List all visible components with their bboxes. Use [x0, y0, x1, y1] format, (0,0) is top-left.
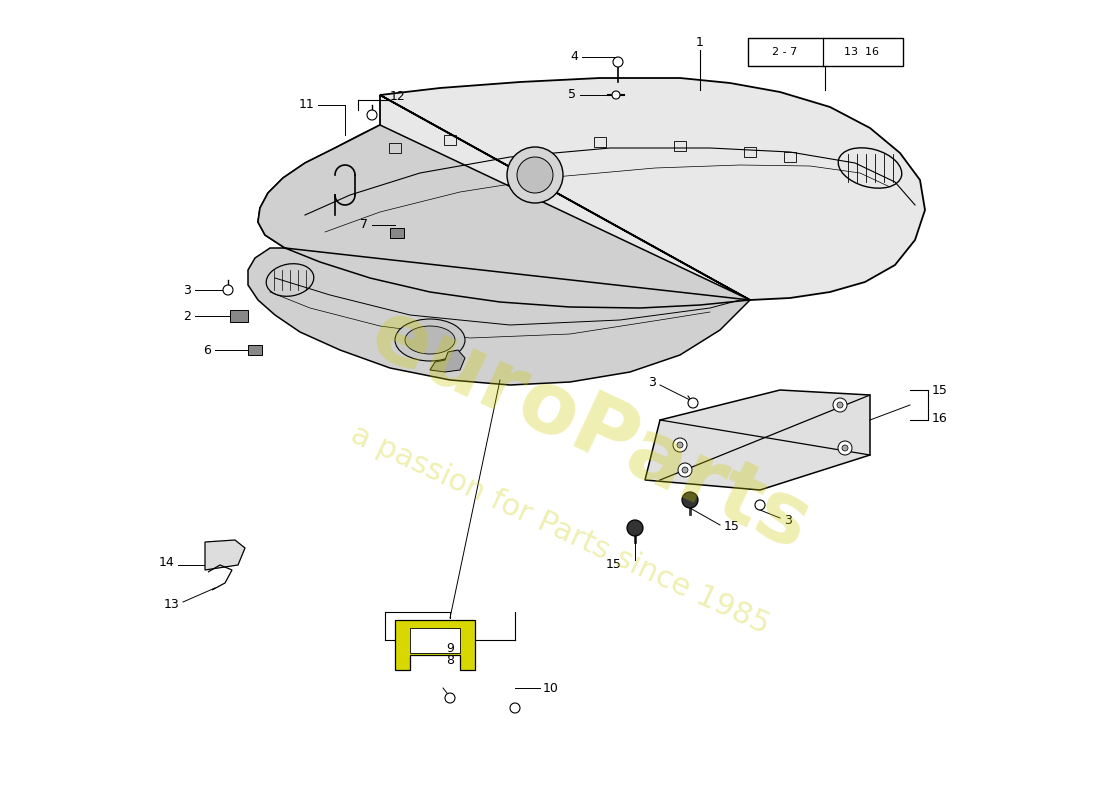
- Bar: [674, 141, 686, 151]
- Text: 4: 4: [570, 50, 578, 63]
- Circle shape: [507, 147, 563, 203]
- Text: 8: 8: [446, 654, 454, 666]
- Polygon shape: [430, 350, 465, 372]
- Circle shape: [688, 398, 698, 408]
- Circle shape: [755, 500, 764, 510]
- Circle shape: [842, 445, 848, 451]
- Bar: [230, 310, 248, 322]
- Circle shape: [517, 157, 553, 193]
- Text: a passion for Parts since 1985: a passion for Parts since 1985: [346, 420, 774, 640]
- Polygon shape: [645, 390, 870, 490]
- Circle shape: [837, 402, 843, 408]
- Text: 3: 3: [648, 375, 656, 389]
- Circle shape: [678, 463, 692, 477]
- Text: 2 - 7: 2 - 7: [772, 47, 798, 57]
- Circle shape: [682, 467, 688, 473]
- Bar: [744, 147, 756, 157]
- Circle shape: [612, 91, 620, 99]
- Bar: [594, 137, 606, 147]
- Polygon shape: [205, 540, 245, 570]
- Circle shape: [446, 693, 455, 703]
- Text: 3: 3: [183, 283, 191, 297]
- Text: 14: 14: [158, 555, 174, 569]
- Text: 12: 12: [390, 90, 406, 103]
- Text: 13: 13: [163, 598, 179, 611]
- Circle shape: [367, 110, 377, 120]
- Circle shape: [223, 285, 233, 295]
- Text: 3: 3: [784, 514, 792, 526]
- Circle shape: [673, 438, 688, 452]
- Text: 15: 15: [724, 521, 740, 534]
- Polygon shape: [248, 125, 750, 385]
- Ellipse shape: [405, 326, 455, 354]
- Text: 15: 15: [932, 383, 948, 397]
- Text: 13  16: 13 16: [844, 47, 879, 57]
- Circle shape: [833, 398, 847, 412]
- Text: 7: 7: [360, 218, 368, 231]
- Polygon shape: [258, 78, 925, 308]
- Bar: [390, 228, 404, 238]
- Circle shape: [627, 520, 644, 536]
- Circle shape: [510, 703, 520, 713]
- Bar: [389, 143, 402, 153]
- Text: 5: 5: [568, 89, 576, 102]
- Text: 16: 16: [932, 411, 948, 425]
- Circle shape: [838, 441, 853, 455]
- Circle shape: [676, 442, 683, 448]
- Text: euroParts: euroParts: [358, 292, 823, 568]
- Circle shape: [613, 57, 623, 67]
- Text: 6: 6: [204, 343, 211, 357]
- Text: 1: 1: [696, 35, 704, 49]
- Text: 15: 15: [606, 558, 621, 570]
- Bar: [248, 345, 262, 355]
- Bar: [784, 152, 796, 162]
- Polygon shape: [395, 620, 475, 670]
- Text: 9: 9: [447, 642, 454, 654]
- Circle shape: [682, 492, 698, 508]
- Ellipse shape: [395, 319, 465, 361]
- Bar: [410, 628, 460, 653]
- Bar: [748, 38, 903, 66]
- Text: 11: 11: [298, 98, 314, 111]
- Text: 10: 10: [543, 682, 559, 694]
- Bar: [444, 135, 456, 145]
- Text: 2: 2: [183, 310, 191, 322]
